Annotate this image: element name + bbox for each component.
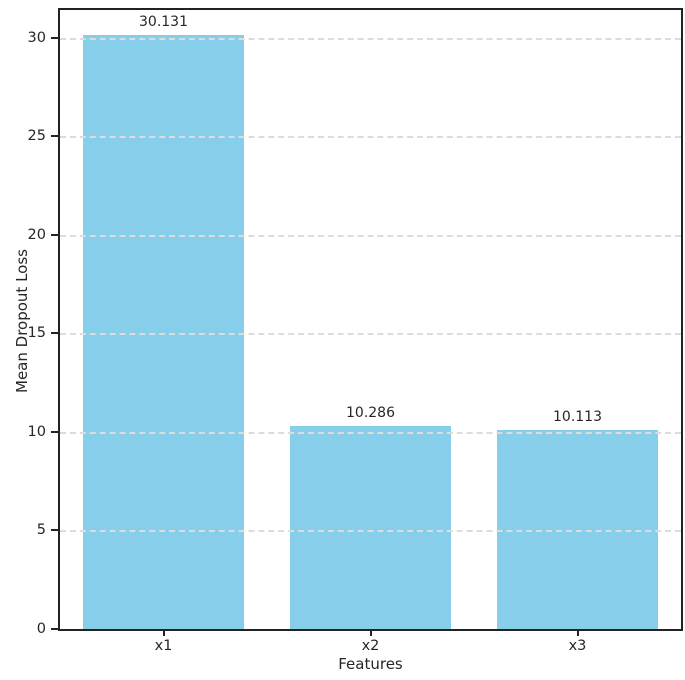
y-tick-label: 25 [27, 128, 46, 145]
x-tick-mark [369, 629, 372, 636]
y-tick-label: 20 [27, 226, 46, 243]
y-tick-mark [51, 36, 58, 39]
gridline [60, 37, 681, 40]
x-tick-label-x1: x1 [154, 638, 173, 654]
y-tick-mark [51, 332, 58, 335]
y-tick-label: 5 [36, 522, 46, 539]
bar-x1 [82, 35, 245, 629]
gridline [60, 333, 681, 336]
y-tick-mark [51, 430, 58, 433]
y-tick-mark [51, 135, 58, 138]
x-tick-mark [576, 629, 579, 636]
gridline [60, 530, 681, 533]
bar-x2 [289, 426, 452, 629]
x-tick-label-x3: x3 [568, 638, 587, 654]
plot-area: 30.131 10.286 10.113 [58, 8, 683, 631]
gridline [60, 136, 681, 139]
gridline [60, 234, 681, 237]
bar-value-label: 10.113 [553, 408, 602, 425]
gridline [60, 431, 681, 434]
bar-value-label: 10.286 [346, 405, 395, 422]
y-tick-label: 0 [36, 621, 46, 637]
y-tick-mark [51, 233, 58, 236]
x-axis-label: Features [338, 655, 403, 673]
y-tick-label: 10 [27, 423, 46, 440]
plot-inner: 30.131 10.286 10.113 [60, 10, 681, 629]
y-tick-mark [51, 628, 58, 630]
x-tick-label-x2: x2 [361, 638, 380, 654]
y-tick-label: 15 [27, 325, 46, 342]
bar-x3 [496, 429, 659, 629]
y-axis-label: Mean Dropout Loss [13, 249, 31, 393]
x-tick-mark [162, 629, 165, 636]
bar-value-label: 30.131 [139, 14, 188, 31]
y-tick-mark [51, 529, 58, 532]
y-tick-label: 30 [27, 29, 46, 46]
